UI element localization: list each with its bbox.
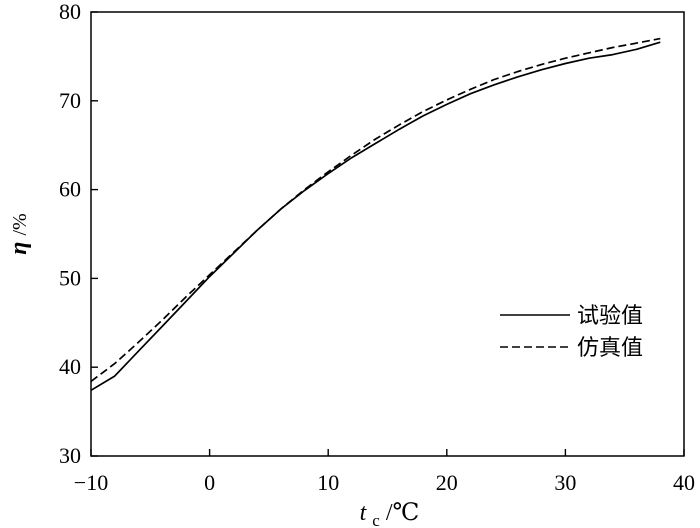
y-tick-label: 30 [59, 443, 81, 468]
x-axis-title: t c /℃ [360, 500, 420, 528]
axis-ticks: −10 0 10 20 30 40 30 40 50 60 70 80 [59, 0, 695, 495]
y-tick-label: 70 [59, 88, 81, 113]
x-tick-label: 0 [204, 470, 215, 495]
series-line-simulation [90, 37, 661, 383]
legend-label-simulation: 仿真值 [577, 336, 643, 361]
y-tick-label: 50 [59, 265, 81, 290]
series-layer [90, 37, 661, 392]
y-tick-label: 60 [59, 177, 81, 202]
y-axis-symbol: η [6, 242, 32, 255]
legend: 试验值 仿真值 [500, 304, 643, 361]
y-tick-label: 40 [59, 354, 81, 379]
x-axis-symbol: t [360, 500, 368, 526]
x-tick-label: 40 [673, 470, 695, 495]
x-axis-subscript: c [372, 511, 380, 528]
x-axis-unit: /℃ [386, 500, 420, 526]
y-axis-title: η /% [6, 213, 32, 254]
legend-label-experimental: 试验值 [577, 304, 643, 329]
y-axis-unit: /% [9, 213, 31, 235]
series-line-experimental [90, 41, 661, 392]
x-tick-label: −10 [74, 470, 108, 495]
x-tick-label: 30 [554, 470, 576, 495]
y-tick-label: 80 [59, 0, 81, 24]
x-tick-label: 10 [317, 470, 339, 495]
plot-frame [90, 11, 685, 457]
x-tick-label: 20 [436, 470, 458, 495]
